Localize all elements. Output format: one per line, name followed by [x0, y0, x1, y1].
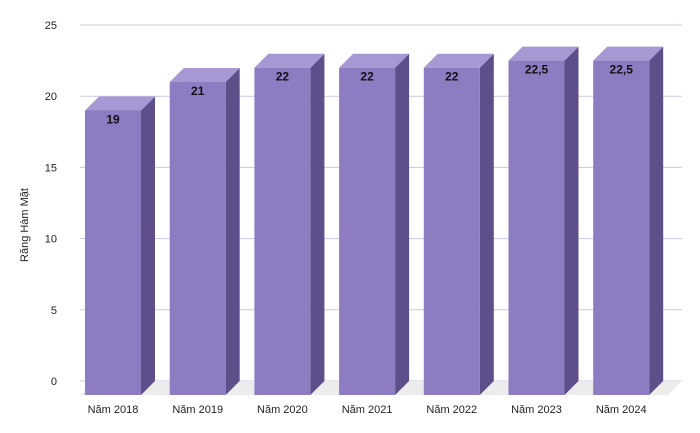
bar-top: [423, 53, 494, 68]
data-label: 22,5: [610, 63, 634, 77]
bar-top: [593, 46, 664, 61]
data-label: 21: [191, 84, 205, 98]
data-label: 22: [445, 70, 459, 84]
x-category-label: Năm 2019: [172, 404, 223, 416]
bar-group: [593, 46, 664, 395]
bar-group: [423, 53, 494, 395]
bar-top: [169, 67, 240, 82]
data-label: 22: [360, 70, 374, 84]
x-category-label: Năm 2021: [342, 404, 393, 416]
bar-side: [310, 53, 325, 395]
bar: [508, 60, 565, 395]
y-tick-label: 25: [45, 20, 57, 32]
bar: [254, 67, 311, 395]
x-category-label: Năm 2020: [257, 404, 308, 416]
bar-group: [508, 46, 579, 395]
x-category-label: Năm 2023: [511, 404, 562, 416]
x-category-label: Năm 2022: [426, 404, 477, 416]
bar-top: [85, 96, 155, 111]
bar: [339, 67, 396, 395]
bar-side: [479, 53, 494, 395]
bar-group: [339, 53, 410, 395]
y-tick-label: 15: [45, 162, 57, 174]
bar-top: [508, 46, 579, 61]
bar: [423, 67, 480, 395]
y-axis-title: Răng Hàm Mặt: [19, 188, 31, 262]
x-category-label: Năm 2018: [88, 404, 139, 416]
bar-side: [141, 96, 155, 395]
bar-side: [564, 46, 579, 395]
y-tick-label: 5: [51, 305, 57, 317]
bar-group: [169, 67, 240, 396]
label-layer: 19 Năm 2018 21 Năm 2019 22 Năm 2020 22 Năm 2021…: [88, 63, 647, 416]
data-label: 19: [106, 112, 120, 126]
bar: [85, 110, 141, 395]
bar-group: [85, 96, 155, 395]
x-category-label: Năm 2024: [596, 404, 647, 416]
bar-side: [395, 53, 410, 395]
bar-side: [649, 46, 664, 395]
bar-top: [339, 53, 410, 68]
axis-layer: Răng Hàm Mặt: [19, 188, 31, 262]
data-label: 22,5: [525, 63, 549, 77]
y-tick-label: 20: [45, 91, 57, 103]
y-tick-label: 0: [51, 376, 57, 388]
y-tick-label: 10: [45, 234, 57, 246]
bar-top: [254, 53, 325, 68]
bar-group: [254, 53, 325, 395]
bar-side: [225, 67, 240, 396]
bar-layer: [85, 46, 664, 396]
bar: [593, 60, 650, 395]
data-label: 22: [276, 70, 290, 84]
bar: [169, 81, 226, 396]
